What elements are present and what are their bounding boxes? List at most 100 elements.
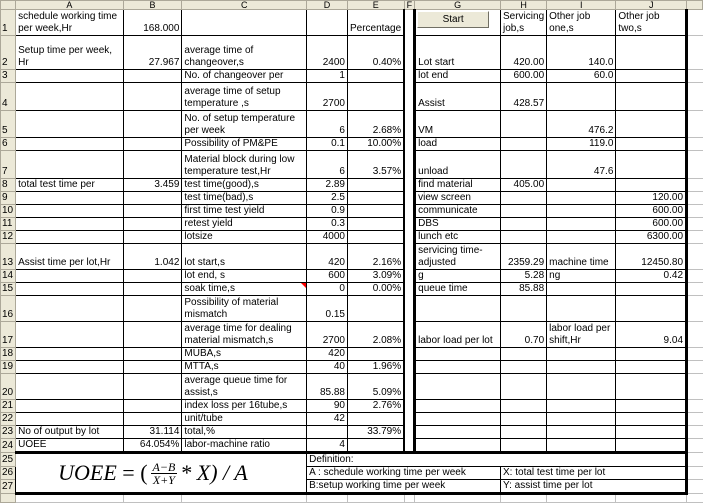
cell-e15[interactable]: 0.00% [346,282,405,296]
cell-h12[interactable] [499,230,548,244]
empty-cell[interactable] [686,479,703,494]
cell-b1[interactable]: 168.000 [122,9,183,36]
empty-cell[interactable] [414,493,501,503]
cell-j8[interactable] [615,178,689,192]
row-header[interactable]: 2 [0,35,17,70]
cell-i2[interactable]: 140.0 [546,35,617,70]
cell-i16[interactable] [546,295,617,322]
cell-b21[interactable] [122,399,183,413]
column-header-f[interactable]: F [403,0,416,10]
cell-d17[interactable]: 2700 [306,321,348,348]
cell-e11[interactable] [346,217,405,231]
empty-cell[interactable] [122,493,182,503]
cell-d12[interactable]: 4000 [306,230,348,244]
cell-a20[interactable] [15,373,124,400]
cell-j19[interactable] [615,360,689,374]
cell-a13[interactable]: Assist time per lot,Hr [15,243,124,270]
empty-cell[interactable] [546,493,616,503]
cell-j1[interactable]: Other job two,s [615,9,689,36]
cell-e14[interactable]: 3.09% [346,269,405,283]
cell-i18[interactable] [546,347,617,361]
cell-d14[interactable]: 600 [306,269,348,283]
column-header-j[interactable]: J [615,0,688,10]
cell-g4[interactable]: Assist [414,82,501,111]
empty-cell[interactable] [686,347,703,361]
cell-d1[interactable] [306,9,348,36]
cell-b23[interactable]: 31.114 [122,425,183,439]
empty-cell[interactable] [686,110,703,138]
cell-b7[interactable] [122,150,183,179]
empty-cell[interactable] [686,137,703,151]
cell-e13[interactable]: 2.16% [346,243,405,270]
cell-g11[interactable]: DBS [414,217,501,231]
cell-d3[interactable]: 1 [306,69,348,83]
cell-h5[interactable] [499,110,548,138]
cell-e18[interactable] [346,347,405,361]
empty-cell[interactable] [686,412,703,426]
cell-d16[interactable]: 0.15 [306,295,348,322]
column-header-g[interactable]: G [414,0,501,10]
cell-b12[interactable] [122,230,183,244]
cell-j16[interactable] [615,295,689,322]
cell-j2[interactable] [615,35,689,70]
cell-b3[interactable] [122,69,183,83]
cell-h4[interactable]: 428.57 [499,82,548,111]
definition-left[interactable]: B:setup working time per week [306,479,501,495]
cell-d22[interactable]: 42 [306,412,348,426]
cell-a9[interactable] [15,191,124,205]
cell-g19[interactable] [414,360,501,374]
cell-j21[interactable] [615,399,689,413]
cell-a23[interactable]: No of output by lot [15,425,124,439]
empty-cell[interactable] [686,321,703,348]
cell-e21[interactable]: 2.76% [346,399,405,413]
cell-i20[interactable] [546,373,617,400]
row-header[interactable]: 17 [0,321,17,348]
cell-a10[interactable] [15,204,124,218]
row-header[interactable]: 27 [0,479,17,494]
cell-b6[interactable] [122,137,183,151]
cell-e17[interactable]: 2.08% [346,321,405,348]
cell-i6[interactable]: 119.0 [546,137,617,151]
cell-j18[interactable] [615,347,689,361]
cell-b13[interactable]: 1.042 [122,243,183,270]
cell-j11[interactable]: 600.00 [615,217,689,231]
cell-h9[interactable] [499,191,548,205]
cell-c10[interactable]: first time test yield [181,204,308,218]
cell-c8[interactable]: test time(good),s [181,178,308,192]
cell-b8[interactable]: 3.459 [122,178,183,192]
cell-c6[interactable]: Possibility of PM&PE [181,137,308,151]
cell-e5[interactable]: 2.68% [346,110,405,138]
empty-cell[interactable] [686,69,703,83]
cell-g15[interactable]: queue time [414,282,501,296]
cell-a21[interactable] [15,399,124,413]
cell-g17[interactable]: labor load per lot [414,321,501,348]
cell-b11[interactable] [122,217,183,231]
empty-cell[interactable] [686,82,703,111]
cell-d21[interactable]: 90 [306,399,348,413]
row-header[interactable]: 4 [0,82,17,111]
empty-cell[interactable] [686,178,703,192]
cell-a3[interactable] [15,69,124,83]
cell-e7[interactable]: 3.57% [346,150,405,179]
comment-indicator-icon[interactable] [301,283,306,288]
empty-cell[interactable] [15,493,124,503]
cell-i14[interactable]: ng [546,269,617,283]
cell-i19[interactable] [546,360,617,374]
row-header[interactable]: 15 [0,282,17,296]
cell-d4[interactable]: 2700 [306,82,348,111]
cell-h7[interactable] [499,150,548,179]
definition-right[interactable]: Y: assist time per lot [499,479,689,495]
cell-i17[interactable]: labor load per shift,Hr [546,321,617,348]
cell-e10[interactable] [346,204,405,218]
empty-cell[interactable] [686,360,703,374]
empty-cell[interactable] [181,493,307,503]
cell-g10[interactable]: communicate [414,204,501,218]
cell-a2[interactable]: Setup time per week, Hr [15,35,124,70]
cell-e12[interactable] [346,230,405,244]
cell-h18[interactable] [499,347,548,361]
cell-d24[interactable]: 4 [306,438,348,454]
empty-cell[interactable] [686,230,703,244]
row-header[interactable]: 21 [0,399,17,413]
cell-h14[interactable]: 5.28 [499,269,548,283]
cell-c15[interactable]: soak time,s [181,282,308,296]
